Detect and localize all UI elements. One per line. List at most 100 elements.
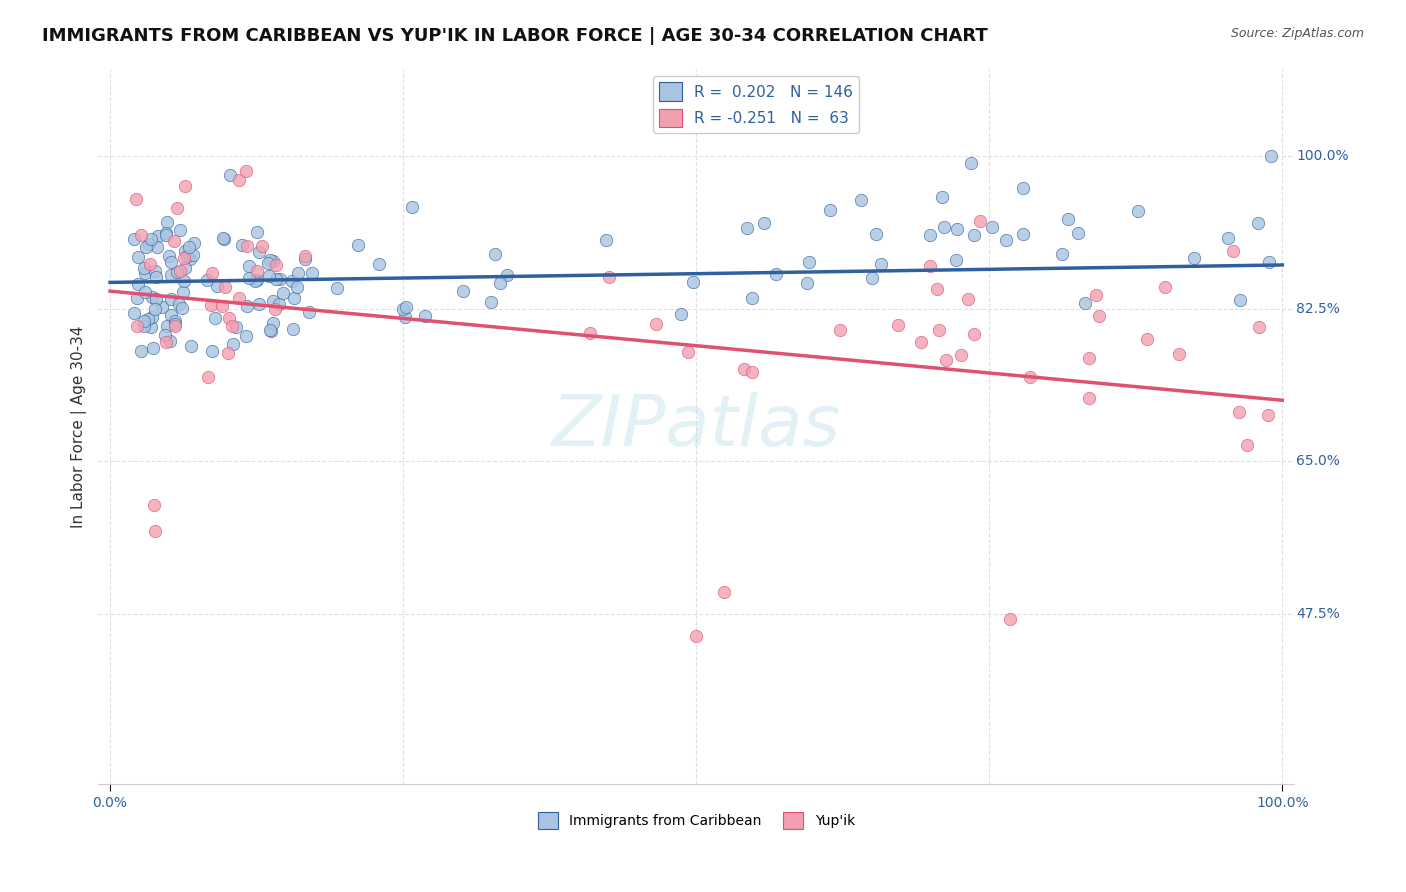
Point bbox=[259, 323, 281, 337]
Point bbox=[1012, 181, 1035, 195]
Point bbox=[156, 319, 179, 334]
Point bbox=[136, 312, 159, 326]
Point bbox=[166, 265, 188, 279]
Point bbox=[183, 235, 205, 250]
Point bbox=[143, 524, 166, 539]
Y-axis label: In Labor Force | Age 30-34: In Labor Force | Age 30-34 bbox=[72, 326, 87, 528]
Point bbox=[200, 298, 222, 312]
Point bbox=[212, 231, 235, 245]
Point bbox=[141, 232, 163, 246]
Point bbox=[994, 233, 1017, 247]
Point bbox=[849, 194, 872, 208]
Point bbox=[1229, 293, 1251, 307]
Point bbox=[122, 306, 145, 320]
Point bbox=[394, 310, 416, 324]
Point bbox=[166, 201, 188, 215]
Point bbox=[155, 228, 177, 243]
Point bbox=[392, 301, 415, 316]
Point bbox=[159, 254, 181, 268]
Point bbox=[301, 266, 323, 280]
Point bbox=[368, 257, 391, 271]
Point bbox=[735, 221, 758, 235]
Point bbox=[595, 233, 617, 247]
Point bbox=[257, 268, 280, 283]
Point bbox=[264, 258, 287, 272]
Point bbox=[138, 237, 160, 252]
Point bbox=[146, 239, 169, 253]
Point bbox=[678, 345, 700, 359]
Point bbox=[235, 164, 257, 178]
Point bbox=[262, 254, 284, 268]
Point bbox=[132, 314, 155, 328]
Point bbox=[173, 244, 195, 258]
Text: 47.5%: 47.5% bbox=[1296, 607, 1340, 621]
Point bbox=[159, 268, 181, 282]
Point bbox=[886, 318, 908, 333]
Point bbox=[910, 335, 932, 350]
Point bbox=[925, 282, 948, 296]
Text: 100.0%: 100.0% bbox=[1296, 149, 1348, 163]
Point bbox=[754, 216, 776, 230]
Text: Source: ZipAtlas.com: Source: ZipAtlas.com bbox=[1230, 27, 1364, 40]
Point bbox=[797, 255, 820, 269]
Point bbox=[935, 353, 957, 368]
Point bbox=[141, 310, 163, 325]
Point bbox=[1260, 149, 1282, 163]
Point bbox=[669, 307, 692, 321]
Point bbox=[143, 498, 166, 512]
Point bbox=[127, 251, 149, 265]
Point bbox=[127, 319, 149, 334]
Point bbox=[238, 259, 260, 273]
Point bbox=[950, 348, 973, 362]
Point bbox=[173, 274, 195, 288]
Point bbox=[228, 291, 250, 305]
Point bbox=[212, 232, 235, 246]
Point bbox=[222, 336, 245, 351]
Point bbox=[238, 270, 260, 285]
Point bbox=[155, 226, 177, 240]
Point bbox=[204, 310, 226, 325]
Point bbox=[869, 257, 891, 271]
Point bbox=[865, 227, 887, 242]
Point bbox=[796, 276, 818, 290]
Point bbox=[860, 271, 883, 285]
Point bbox=[183, 248, 205, 262]
Point bbox=[197, 272, 219, 286]
Text: IMMIGRANTS FROM CARIBBEAN VS YUP'IK IN LABOR FORCE | AGE 30-34 CORRELATION CHART: IMMIGRANTS FROM CARIBBEAN VS YUP'IK IN L… bbox=[42, 27, 988, 45]
Point bbox=[963, 327, 986, 342]
Point bbox=[682, 275, 704, 289]
Point bbox=[1074, 296, 1097, 310]
Point bbox=[451, 284, 474, 298]
Point bbox=[160, 293, 183, 307]
Point bbox=[246, 264, 269, 278]
Point bbox=[235, 328, 257, 343]
Point bbox=[1078, 391, 1101, 405]
Point bbox=[1258, 255, 1281, 269]
Point bbox=[141, 290, 163, 304]
Point bbox=[173, 260, 195, 275]
Point bbox=[1012, 227, 1035, 241]
Point bbox=[256, 255, 278, 269]
Point bbox=[981, 220, 1004, 235]
Point bbox=[145, 292, 167, 306]
Text: 82.5%: 82.5% bbox=[1296, 301, 1340, 316]
Point bbox=[267, 297, 290, 311]
Point bbox=[165, 314, 187, 328]
Point bbox=[347, 238, 370, 252]
Point bbox=[141, 320, 163, 334]
Point bbox=[236, 299, 259, 313]
Point bbox=[1216, 230, 1239, 244]
Point bbox=[931, 190, 953, 204]
Point bbox=[1019, 370, 1042, 384]
Point bbox=[298, 305, 321, 319]
Point bbox=[174, 178, 197, 193]
Point bbox=[132, 260, 155, 275]
Point bbox=[134, 266, 156, 280]
Point bbox=[685, 629, 707, 643]
Point bbox=[1084, 288, 1107, 302]
Point bbox=[1247, 216, 1270, 230]
Point bbox=[262, 316, 284, 330]
Point bbox=[221, 319, 243, 334]
Point bbox=[172, 285, 194, 300]
Point bbox=[201, 266, 224, 280]
